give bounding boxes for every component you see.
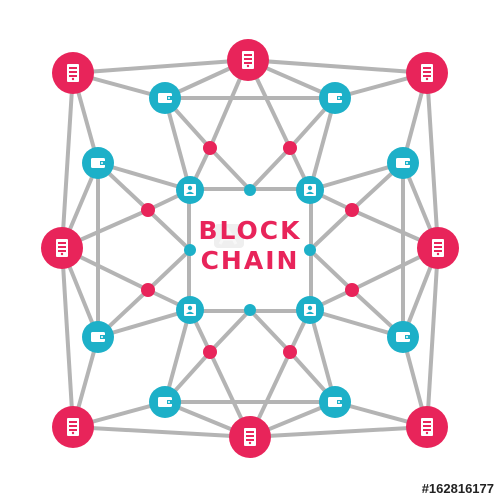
server-icon <box>67 418 79 436</box>
server-node <box>229 416 271 458</box>
red-junction-dot <box>345 203 359 217</box>
red-junction-dot <box>203 345 217 359</box>
server-icon <box>56 239 68 257</box>
connection-line <box>425 246 440 429</box>
user-icon <box>184 184 196 196</box>
user-node <box>296 296 324 324</box>
connection-line <box>60 246 75 429</box>
wallet-icon <box>396 158 410 168</box>
connection-line <box>308 248 354 292</box>
red-junction-dot <box>141 203 155 217</box>
red-junction-dot <box>283 345 297 359</box>
server-icon <box>242 51 254 69</box>
wallet-icon <box>328 397 342 407</box>
user-icon <box>304 184 316 196</box>
wallet-node <box>319 386 351 418</box>
wallet-icon <box>158 397 172 407</box>
server-node <box>52 406 94 448</box>
connection-line <box>246 58 429 75</box>
server-icon <box>432 239 444 257</box>
server-icon <box>421 64 433 82</box>
wallet-node <box>82 321 114 353</box>
connection-line <box>248 425 429 439</box>
connection-line <box>71 425 252 439</box>
wallet-node <box>387 321 419 353</box>
user-icon <box>304 304 316 316</box>
connection-line <box>146 208 192 252</box>
red-junction-dot <box>345 283 359 297</box>
blue-junction-dot <box>304 244 316 256</box>
server-node <box>417 227 459 269</box>
connection-line <box>308 308 405 339</box>
connection-line <box>71 58 250 75</box>
wallet-icon <box>396 332 410 342</box>
connection-line <box>425 71 440 250</box>
user-node <box>176 296 204 324</box>
connection-line <box>146 248 192 292</box>
wallet-icon <box>328 93 342 103</box>
wallet-icon <box>91 158 105 168</box>
connection-line <box>208 146 252 192</box>
blue-junction-dot <box>184 244 196 256</box>
red-junction-dot <box>283 141 297 155</box>
title-chain: CHAIN <box>200 246 300 275</box>
connection-line <box>308 208 354 252</box>
server-node <box>41 227 83 269</box>
red-junction-dot <box>141 283 155 297</box>
blue-junction-dot <box>244 304 256 316</box>
blue-junction-dot <box>244 184 256 196</box>
connection-line <box>308 161 405 192</box>
server-icon <box>421 418 433 436</box>
wallet-node <box>82 147 114 179</box>
server-icon <box>244 428 256 446</box>
red-junction-dot <box>203 141 217 155</box>
connection-line <box>208 308 252 354</box>
server-node <box>406 52 448 94</box>
title-block: BLOCK <box>198 216 302 245</box>
server-node <box>52 52 94 94</box>
stock-image-id: #162816177 <box>421 481 494 496</box>
user-icon <box>184 304 196 316</box>
wallet-icon <box>158 93 172 103</box>
connection-line <box>60 71 75 250</box>
wallet-node <box>387 147 419 179</box>
server-icon <box>67 64 79 82</box>
server-node <box>406 406 448 448</box>
user-node <box>296 176 324 204</box>
wallet-node <box>149 82 181 114</box>
wallet-node <box>319 82 351 114</box>
connection-line <box>248 308 292 354</box>
wallet-node <box>149 386 181 418</box>
connection-line <box>248 146 292 192</box>
wallet-icon <box>91 332 105 342</box>
network-nodes <box>41 39 459 458</box>
server-node <box>227 39 269 81</box>
user-node <box>176 176 204 204</box>
